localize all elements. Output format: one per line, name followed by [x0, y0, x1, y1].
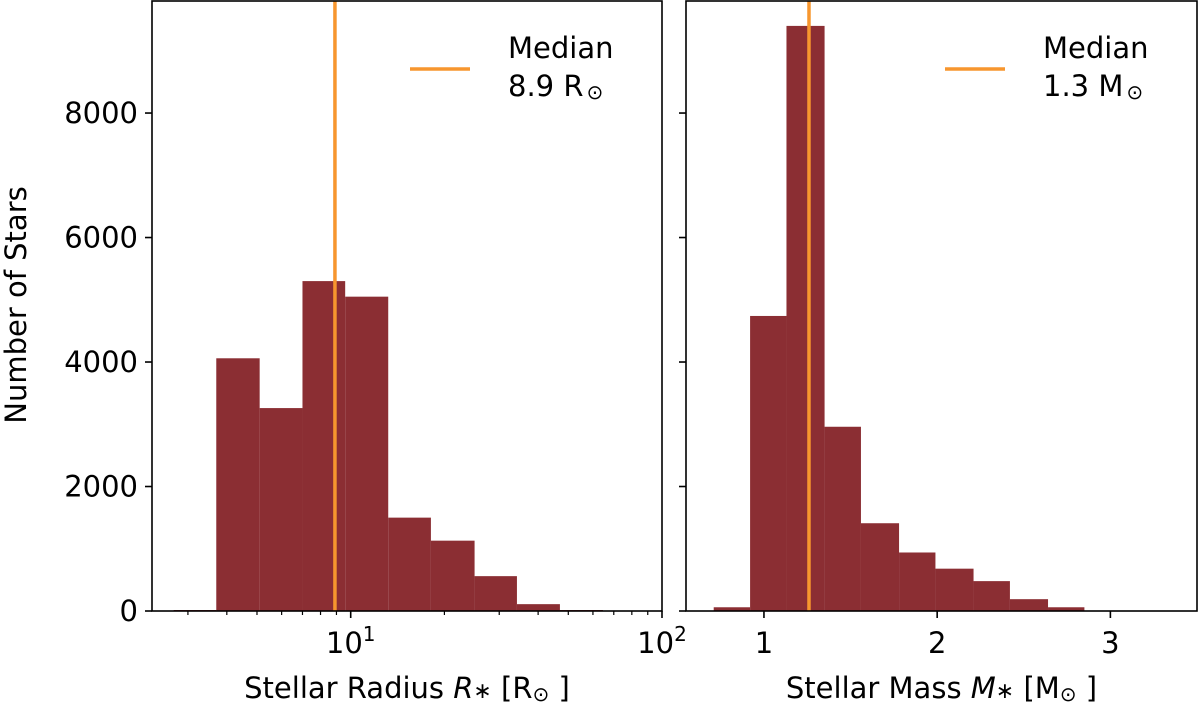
- x-tick-label: 102: [637, 622, 687, 660]
- y-axis-label: Number of Stars: [0, 186, 33, 423]
- legend-value: 1.3 M ⊙: [1043, 69, 1143, 104]
- histogram-bar-6: [430, 540, 475, 611]
- histogram-bar-2: [786, 25, 825, 612]
- legend-title: Median: [508, 31, 613, 65]
- radius-histogram-panel: 0 2000 4000 6000 8000 101 102 Stellar Radius R∗…: [64, 0, 687, 706]
- histogram-bar-5: [899, 552, 936, 611]
- y-tick-label: 2000: [64, 470, 138, 504]
- histogram-bar-6: [935, 568, 974, 611]
- histogram-bar-1: [216, 358, 260, 611]
- histogram-bar-7: [474, 576, 517, 611]
- x-axis-label: Stellar Radius R∗ [R⊙ ]: [244, 671, 570, 706]
- y-tick-label: 6000: [64, 221, 138, 255]
- histogram-bar-1: [750, 315, 787, 611]
- x-tick-label: 1: [755, 626, 773, 660]
- histogram-bar-9: [1048, 607, 1085, 611]
- histogram-bar-0: [713, 607, 751, 611]
- histogram-bar-8: [516, 604, 560, 611]
- histogram-bar-4: [345, 296, 389, 611]
- histogram-bar-5: [388, 517, 431, 611]
- histogram-bar-8: [1009, 599, 1049, 611]
- legend-value: 8.9 R ⊙: [508, 69, 603, 104]
- histogram-bar-3: [824, 426, 861, 611]
- legend-title: Median: [1043, 31, 1148, 65]
- axes-frame: [151, 0, 663, 612]
- x-tick-label: 2: [928, 626, 946, 660]
- histogram-bar-4: [860, 523, 900, 611]
- x-tick-label: 101: [326, 622, 376, 660]
- histogram-bar-7: [973, 581, 1010, 611]
- y-tick-label: 0: [120, 594, 138, 628]
- histogram-bar-3: [302, 281, 346, 611]
- histogram-bar-2: [259, 408, 303, 611]
- x-axis-label: Stellar Mass M∗ [M⊙ ]: [786, 671, 1097, 706]
- axes-frame: [685, 0, 1198, 612]
- x-tick-label: 3: [1101, 626, 1119, 660]
- y-tick-label: 4000: [64, 345, 138, 379]
- y-tick-label: 8000: [64, 96, 138, 130]
